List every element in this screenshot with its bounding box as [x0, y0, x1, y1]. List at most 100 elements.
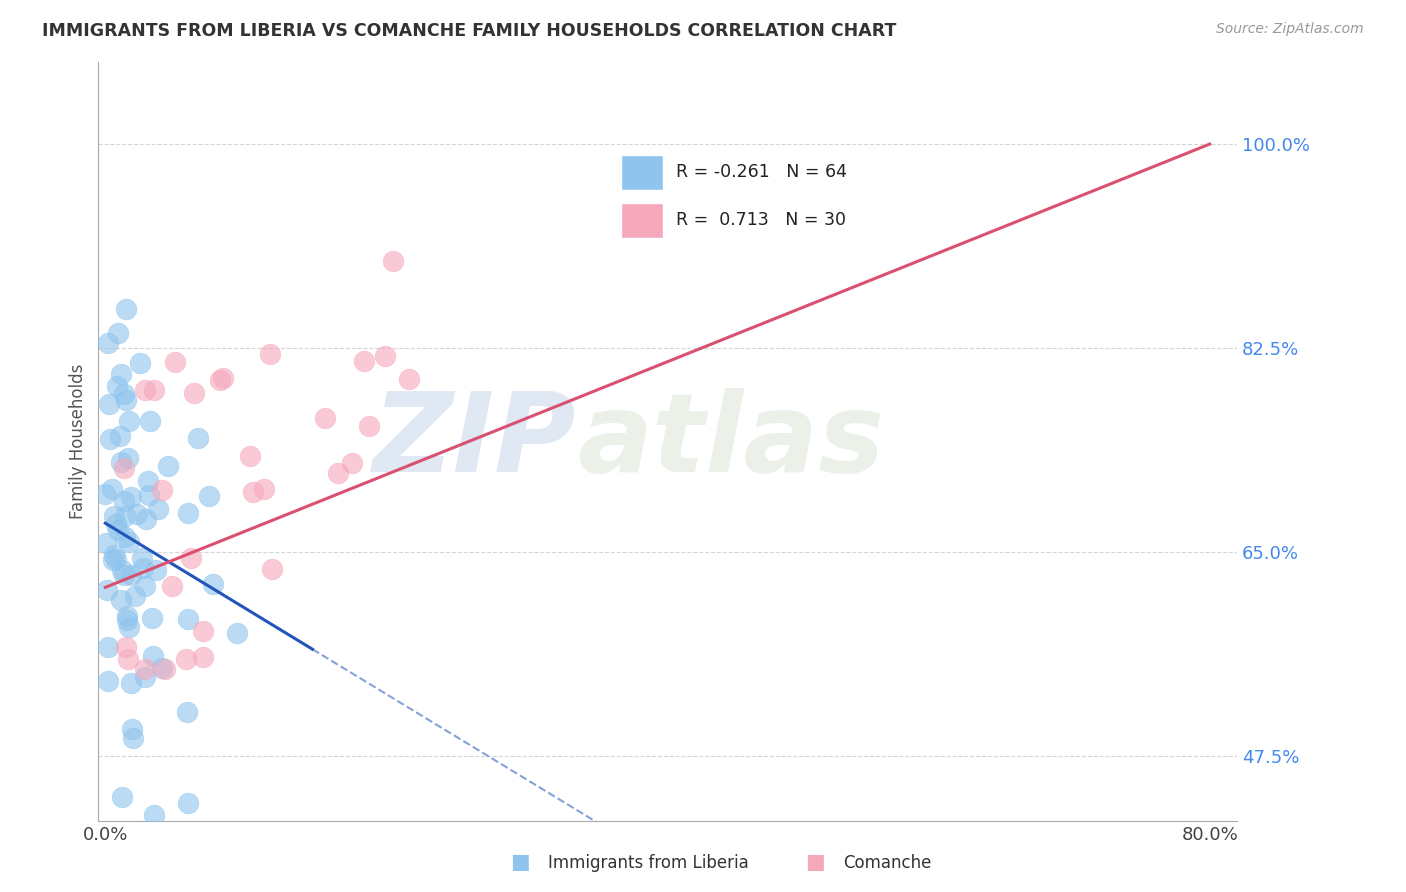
Point — [326, 466, 349, 480]
Point — [117, 414, 139, 428]
Point — [118, 620, 141, 634]
Point — [97, 397, 120, 411]
Point — [121, 722, 143, 736]
Point — [96, 582, 118, 597]
Point — [260, 562, 283, 576]
Point — [374, 349, 396, 363]
Point — [135, 512, 157, 526]
Point — [105, 378, 128, 392]
Point — [150, 483, 173, 497]
Point — [107, 326, 129, 340]
Point — [118, 534, 141, 549]
Point — [242, 485, 264, 500]
Point — [110, 429, 132, 443]
Point — [136, 474, 159, 488]
Point — [138, 414, 160, 428]
Point — [398, 372, 420, 386]
Point — [191, 624, 214, 639]
Point — [142, 648, 165, 663]
FancyBboxPatch shape — [621, 203, 664, 237]
Point — [120, 675, 142, 690]
Point — [201, 577, 224, 591]
Point — [208, 373, 231, 387]
Text: IMMIGRANTS FROM LIBERIA VS COMANCHE FAMILY HOUSEHOLDS CORRELATION CHART: IMMIGRANTS FROM LIBERIA VS COMANCHE FAMI… — [42, 22, 897, 40]
Point — [226, 626, 249, 640]
Point — [112, 568, 135, 582]
Point — [107, 523, 129, 537]
Point — [101, 482, 124, 496]
Point — [111, 564, 134, 578]
Point — [134, 670, 156, 684]
Point — [115, 614, 138, 628]
Point — [117, 652, 139, 666]
Point — [187, 431, 209, 445]
Point — [115, 640, 138, 655]
Point — [96, 535, 118, 549]
Point — [198, 489, 221, 503]
Point — [359, 418, 381, 433]
Point — [120, 567, 142, 582]
Point — [163, 355, 186, 369]
Point — [110, 368, 132, 382]
Point — [97, 640, 120, 654]
Point — [177, 796, 200, 810]
Point — [381, 253, 404, 268]
Point — [145, 563, 167, 577]
Point — [97, 335, 120, 350]
Point — [180, 550, 202, 565]
Point — [142, 807, 165, 822]
Point — [353, 354, 375, 368]
Point — [138, 488, 160, 502]
Point — [314, 411, 336, 425]
Point — [157, 459, 180, 474]
Point — [121, 731, 143, 746]
Point — [134, 662, 156, 676]
Point — [117, 450, 139, 465]
Text: atlas: atlas — [576, 388, 884, 495]
Point — [129, 356, 152, 370]
Point — [134, 384, 156, 398]
Point — [105, 517, 128, 532]
Point — [120, 490, 142, 504]
Point — [94, 487, 117, 501]
Point — [212, 371, 235, 385]
Text: ■: ■ — [806, 853, 825, 872]
Point — [103, 549, 125, 563]
Point — [124, 589, 146, 603]
Point — [340, 456, 363, 470]
Point — [98, 432, 121, 446]
Point — [112, 461, 135, 475]
Point — [177, 507, 200, 521]
Point — [155, 662, 177, 676]
Point — [150, 661, 173, 675]
Point — [160, 579, 183, 593]
Point — [97, 673, 120, 688]
Point — [103, 509, 125, 524]
Text: ZIP: ZIP — [373, 388, 576, 495]
Point — [183, 386, 205, 401]
Text: R = -0.261   N = 64: R = -0.261 N = 64 — [676, 163, 846, 181]
Point — [177, 612, 200, 626]
Point — [191, 649, 214, 664]
Point — [114, 508, 136, 523]
Point — [176, 705, 198, 719]
Point — [125, 508, 148, 522]
FancyBboxPatch shape — [621, 155, 664, 190]
Text: Source: ZipAtlas.com: Source: ZipAtlas.com — [1216, 22, 1364, 37]
Text: R =  0.713   N = 30: R = 0.713 N = 30 — [676, 211, 845, 229]
Point — [146, 501, 169, 516]
Point — [114, 530, 136, 544]
Y-axis label: Family Households: Family Households — [69, 364, 87, 519]
Text: Comanche: Comanche — [844, 855, 932, 872]
Point — [105, 551, 128, 566]
Point — [143, 383, 166, 397]
Point — [259, 347, 281, 361]
Point — [132, 561, 155, 575]
Point — [112, 387, 135, 401]
Point — [111, 790, 134, 805]
Point — [131, 550, 153, 565]
Point — [115, 301, 138, 316]
Point — [134, 578, 156, 592]
Point — [141, 611, 163, 625]
Point — [115, 608, 138, 623]
